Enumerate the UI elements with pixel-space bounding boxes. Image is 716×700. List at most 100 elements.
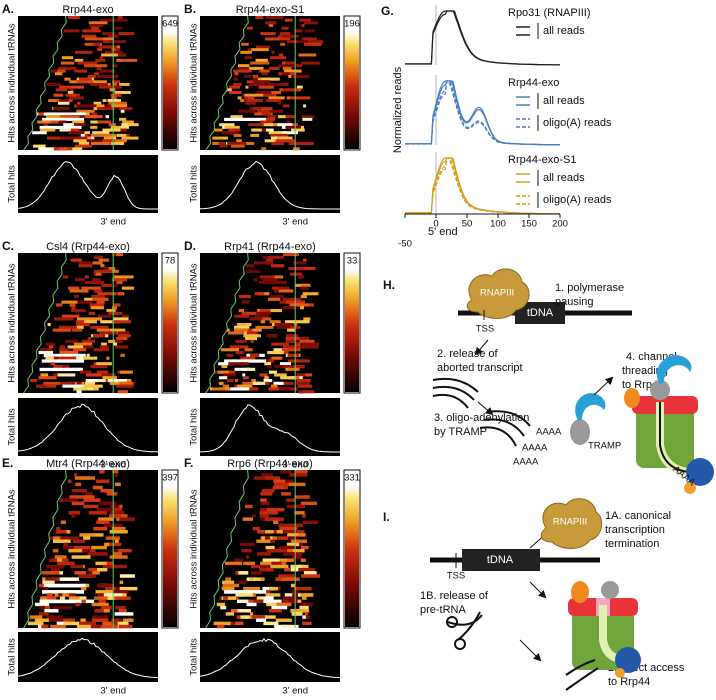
- heatmap-cell: [244, 56, 252, 60]
- heatmap-cell: [102, 376, 117, 380]
- heatmap-cell: [80, 618, 86, 622]
- heatmap-cell: [290, 564, 302, 569]
- heatmap-cell: [277, 123, 293, 127]
- heatmap-cell: [251, 615, 266, 619]
- heatmap-cell: [302, 621, 312, 626]
- heatmap-cell: [113, 303, 120, 307]
- panel-label: C.: [2, 239, 14, 253]
- heatmap-cell: [285, 337, 301, 341]
- heatmap-cell: [268, 96, 285, 100]
- heatmap-cell: [285, 61, 295, 65]
- heatmap-cell: [91, 112, 98, 116]
- heatmap-cell: [252, 381, 266, 385]
- heatmap-cell: [111, 618, 119, 622]
- heatmap-cell: [90, 83, 108, 86]
- heatmap-cell: [266, 507, 285, 512]
- heatmap-cell: [284, 567, 295, 572]
- heatmap-cell: [64, 593, 76, 597]
- step-text: to Rrp44: [608, 676, 650, 688]
- profile-curve: [405, 80, 560, 146]
- heatmap-cell: [283, 552, 296, 556]
- tdna-label: tDNA: [487, 554, 514, 566]
- heatmap-cell: [285, 339, 297, 343]
- heatmap-cell: [271, 356, 282, 360]
- heatmap-cell: [45, 577, 56, 581]
- heatmap-cell: [84, 115, 103, 119]
- heatmap-cell: [81, 586, 87, 591]
- legend-text: all reads: [543, 25, 585, 37]
- heatmap-cell: [264, 362, 270, 366]
- heatmap-cell: [267, 297, 281, 301]
- heatmap-cell: [285, 367, 289, 371]
- heatmap-cell: [277, 101, 282, 105]
- heatmap-cell: [91, 615, 109, 619]
- group-name: Rpo31 (RNAPIII): [508, 7, 591, 19]
- colorbar: [345, 486, 359, 627]
- heatmap-cell: [39, 599, 82, 604]
- heatmap-cell: [73, 342, 93, 346]
- heatmap-cell: [297, 267, 316, 271]
- heatmap-cell: [266, 258, 273, 262]
- heatmap-cell: [234, 72, 239, 76]
- heatmap-cell: [241, 311, 261, 315]
- heatmap-cell: [114, 275, 134, 279]
- heatmap-cell: [99, 56, 103, 60]
- heatmap-cell: [271, 141, 284, 145]
- heatmap-cell: [54, 72, 63, 76]
- heatmap-cell: [63, 498, 78, 502]
- heatmap-cell: [213, 621, 231, 626]
- heatmap-cell: [98, 45, 118, 49]
- heatmap-cell: [291, 359, 310, 363]
- heatmap-cell: [115, 48, 121, 52]
- heatmap-cell: [263, 476, 281, 480]
- heatmap-cell: [93, 533, 104, 537]
- heatmap-cell: [286, 125, 292, 129]
- heatmap-cell: [91, 602, 109, 607]
- heatmap-cell: [62, 275, 69, 279]
- heatmap-cell: [280, 136, 293, 140]
- heatmap-cell: [304, 593, 314, 597]
- heatmap-cell: [271, 605, 288, 610]
- heatmap-cell: [83, 536, 91, 540]
- heatmap-cell: [263, 599, 282, 604]
- heatmap-cell: [301, 24, 305, 28]
- panel-label: A.: [2, 2, 14, 16]
- heatmap-cell: [67, 348, 71, 352]
- heatmap-cell: [259, 511, 278, 515]
- heatmap-cell: [240, 542, 255, 547]
- heatmap-cell: [282, 88, 297, 92]
- heatmap-cell: [285, 125, 301, 129]
- heatmap-cell: [299, 18, 311, 22]
- heatmap-cell: [302, 342, 320, 346]
- heatmap-cell: [67, 91, 74, 95]
- heatmap-cell: [280, 42, 286, 46]
- heatmap-cell: [117, 549, 132, 553]
- heatmap-cell: [47, 120, 59, 124]
- y-axis-label: Hits across individual tRNAs: [189, 489, 200, 609]
- heatmap-cell: [270, 133, 289, 137]
- heatmap-cell: [260, 320, 266, 324]
- polya: AAAA: [513, 457, 539, 468]
- heatmap-cell: [60, 520, 66, 525]
- guide-line: [23, 15, 67, 151]
- heatmap-cell: [262, 488, 275, 493]
- heatmap-cell: [85, 373, 98, 377]
- heatmap-cell: [219, 123, 235, 127]
- heatmap-cell: [80, 133, 87, 137]
- heatmap-cell: [70, 258, 82, 262]
- heatmap-cell: [81, 564, 85, 569]
- heatmap-cell: [286, 96, 291, 100]
- heatmap-cell: [238, 295, 251, 299]
- heatmap-cell: [238, 64, 250, 68]
- heatmap-cell: [262, 278, 278, 282]
- heatmap-cell: [284, 69, 302, 73]
- heatmap-cell: [274, 323, 292, 327]
- tramp-label: TRAMP: [588, 441, 621, 452]
- heatmap-cell: [295, 376, 300, 380]
- heatmap-cell: [114, 539, 119, 543]
- heatmap-cell: [250, 61, 270, 65]
- heatmap-cell: [287, 549, 294, 553]
- heatmap-cell: [297, 384, 313, 388]
- heatmap-cell: [59, 351, 79, 355]
- heatmap-cell: [112, 470, 119, 474]
